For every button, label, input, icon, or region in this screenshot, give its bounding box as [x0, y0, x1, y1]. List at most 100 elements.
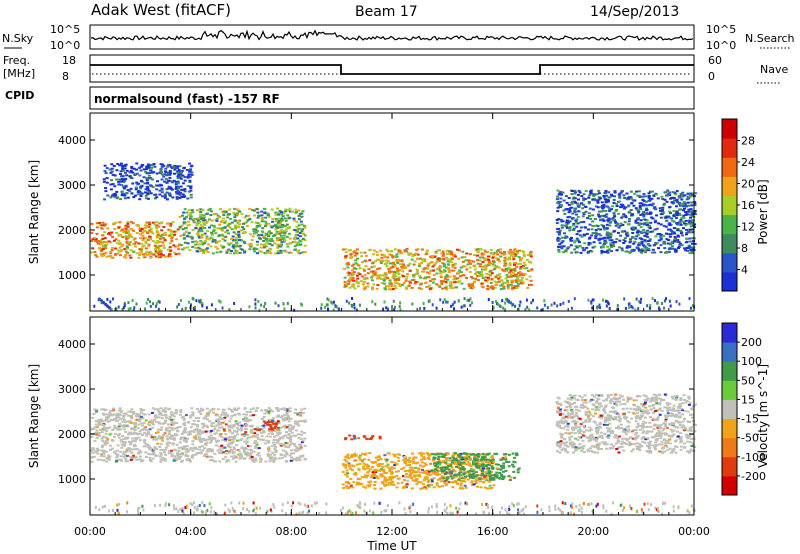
- echo-cell: [253, 428, 257, 431]
- echo-cell: [289, 459, 293, 462]
- echo-cell: [625, 198, 629, 201]
- echo-cell: [113, 196, 117, 199]
- echo-cell: [233, 455, 237, 458]
- echo-cell: [604, 215, 608, 218]
- echo-cell: [603, 191, 607, 194]
- echo-cell: [105, 416, 108, 419]
- echo-cell: [344, 251, 348, 254]
- echo-cell: [165, 181, 168, 184]
- echo-cell: [165, 442, 169, 445]
- echo-cell: [156, 431, 160, 434]
- echo-cell: [575, 221, 578, 224]
- echo-cell: [296, 448, 300, 451]
- echo-cell: [461, 260, 465, 263]
- echo-cell: [121, 308, 124, 311]
- echo-cell: [171, 422, 175, 425]
- sky-panel-frame: [89, 24, 695, 50]
- echo-cell: [168, 234, 172, 237]
- echo-cell: [136, 252, 140, 255]
- echo-cell: [588, 190, 592, 193]
- echo-cell: [148, 190, 152, 193]
- echo-cell: [190, 303, 192, 307]
- echo-cell: [570, 236, 573, 239]
- echo-cell: [154, 250, 158, 253]
- echo-cell: [179, 244, 183, 246]
- echo-cell: [344, 460, 348, 463]
- echo-cell: [464, 486, 468, 489]
- echo-cell: [144, 170, 148, 173]
- echo-cell: [90, 232, 94, 235]
- echo-cell: [667, 248, 671, 251]
- echo-cell: [669, 233, 673, 236]
- echo-cell: [218, 223, 222, 226]
- echo-cell: [386, 256, 390, 259]
- echo-cell: [181, 453, 185, 456]
- echo-cell: [605, 194, 609, 197]
- echo-cell: [198, 411, 202, 413]
- echo-cell: [169, 437, 173, 440]
- echo-cell: [663, 247, 667, 250]
- echo-cell: [215, 212, 218, 215]
- echo-cell: [208, 455, 212, 458]
- echo-cell: [628, 217, 631, 220]
- echo-cell: [188, 300, 190, 304]
- echo-cell: [104, 251, 108, 254]
- echo-cell: [514, 254, 518, 257]
- echo-cell: [654, 219, 658, 222]
- echo-cell: [594, 237, 598, 240]
- echo-cell: [525, 298, 528, 302]
- echo-cell: [580, 235, 584, 238]
- echo-cell: [277, 211, 281, 214]
- echo-cell: [591, 306, 594, 310]
- echo-cell: [108, 433, 112, 436]
- echo-cell: [303, 224, 306, 227]
- echo-cell: [245, 410, 249, 413]
- echo-cell: [607, 191, 611, 194]
- echo-cell: [347, 263, 351, 266]
- echo-cell: [159, 448, 163, 451]
- echo-cell: [199, 413, 203, 416]
- echo-cell: [106, 304, 109, 308]
- echo-cell: [600, 249, 604, 252]
- echo-cell: [680, 232, 684, 235]
- echo-cell: [434, 252, 438, 255]
- echo-cell: [178, 215, 182, 218]
- echo-cell: [215, 240, 219, 243]
- sky-panel: N.Sky 10^5 10^0 10^5 10^0 N.Search: [2, 23, 795, 52]
- echo-cell: [299, 437, 303, 440]
- echo-cell: [597, 233, 601, 236]
- echo-cell: [623, 237, 627, 240]
- echo-cell: [486, 276, 490, 279]
- echo-cell: [665, 219, 669, 222]
- echo-cell: [499, 284, 503, 287]
- echo-cell: [128, 254, 132, 257]
- echo-cell: [153, 408, 157, 411]
- echo-cell: [280, 217, 284, 220]
- echo-cell: [142, 244, 146, 247]
- echo-cell: [693, 223, 697, 226]
- echo-cell: [127, 446, 131, 449]
- echo-cell: [271, 428, 275, 431]
- echo-cell: [665, 297, 667, 301]
- echo-cell: [169, 255, 173, 258]
- echo-cell: [664, 225, 668, 228]
- echo-cell: [172, 458, 176, 460]
- echo-cell: [199, 438, 203, 440]
- echo-cell: [192, 435, 196, 438]
- echo-cell: [117, 416, 121, 419]
- echo-cell: [522, 261, 526, 264]
- echo-cell: [121, 178, 125, 181]
- echo-cell: [491, 287, 495, 290]
- echo-cell: [639, 213, 643, 216]
- echo-cell: [490, 285, 494, 288]
- echo-cell: [286, 301, 289, 305]
- echo-cell: [170, 411, 173, 414]
- echo-cell: [685, 228, 689, 231]
- echo-cell: [107, 415, 111, 418]
- echo-cell: [155, 196, 159, 199]
- echo-cell: [236, 213, 240, 216]
- echo-cell: [190, 407, 194, 410]
- echo-cell: [242, 222, 245, 225]
- echo-cell: [299, 243, 302, 246]
- echo-cell: [371, 286, 374, 289]
